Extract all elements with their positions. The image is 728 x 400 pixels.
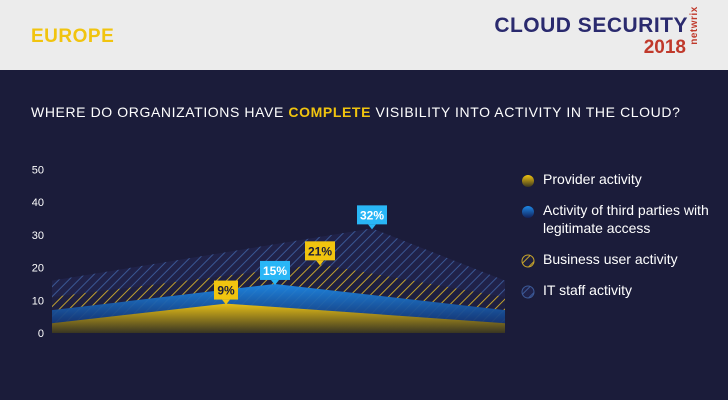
legend-item-third-parties: Activity of third parties with legitimat… <box>521 201 721 237</box>
y-tick-label: 20 <box>32 263 44 275</box>
legend-label: IT staff activity <box>543 282 632 298</box>
question-text-before: WHERE DO ORGANIZATIONS HAVE <box>31 104 289 120</box>
data-label: 15% <box>263 264 287 278</box>
chart-question: WHERE DO ORGANIZATIONS HAVE COMPLETE VIS… <box>31 104 680 120</box>
callout-box <box>214 280 238 300</box>
area-yellow-solid <box>52 303 505 333</box>
y-axis: 0 10 20 30 40 50 <box>32 165 44 341</box>
blue-dot-icon <box>522 206 534 218</box>
y-tick-label: 40 <box>32 197 44 209</box>
data-label: 9% <box>217 284 235 298</box>
chart-callouts: 32% 21% 15% 9% <box>214 205 387 305</box>
y-tick-label: 10 <box>32 295 44 307</box>
data-label: 32% <box>360 208 384 222</box>
brand-logo: netwrix <box>689 6 701 45</box>
legend-item-it-staff: IT staff activity <box>521 281 721 299</box>
blue-hatch-icon <box>521 285 535 299</box>
y-tick-label: 30 <box>32 230 44 242</box>
y-tick-label: 50 <box>32 165 44 177</box>
legend-label: Provider activity <box>543 171 642 187</box>
callout-pointer <box>316 260 324 266</box>
yellow-hatch-icon <box>521 254 535 268</box>
question-highlight: COMPLETE <box>288 104 372 120</box>
callout-pointer <box>222 299 230 305</box>
chart-areas <box>52 228 505 333</box>
legend-label: Business user activity <box>543 251 678 267</box>
callout-pointer <box>271 279 279 285</box>
yellow-dot-icon <box>522 175 534 187</box>
chart-legend: Provider activity Activity of third part… <box>521 170 721 312</box>
question-text-after: VISIBILITY INTO ACTIVITY IN THE CLOUD? <box>371 104 681 120</box>
callout-box <box>357 205 387 225</box>
callout-pointer <box>368 224 376 230</box>
legend-label: Activity of third parties with legitimat… <box>543 202 709 236</box>
region-title: EUROPE <box>31 26 115 47</box>
brand-year: 2018 <box>643 37 686 58</box>
legend-item-provider-activity: Provider activity <box>521 170 721 188</box>
callout-box <box>260 260 290 280</box>
callout-box <box>305 241 335 261</box>
brand-title: CLOUD SECURITY <box>494 14 688 37</box>
area-chart: 0 10 20 30 40 50 32% 21% 15% 9% <box>32 165 505 341</box>
header-bar: EUROPE CLOUD SECURITY 2018 netwrix <box>0 0 728 70</box>
legend-item-business-user: Business user activity <box>521 250 721 268</box>
data-label: 21% <box>308 244 332 258</box>
y-tick-label: 0 <box>38 328 44 340</box>
